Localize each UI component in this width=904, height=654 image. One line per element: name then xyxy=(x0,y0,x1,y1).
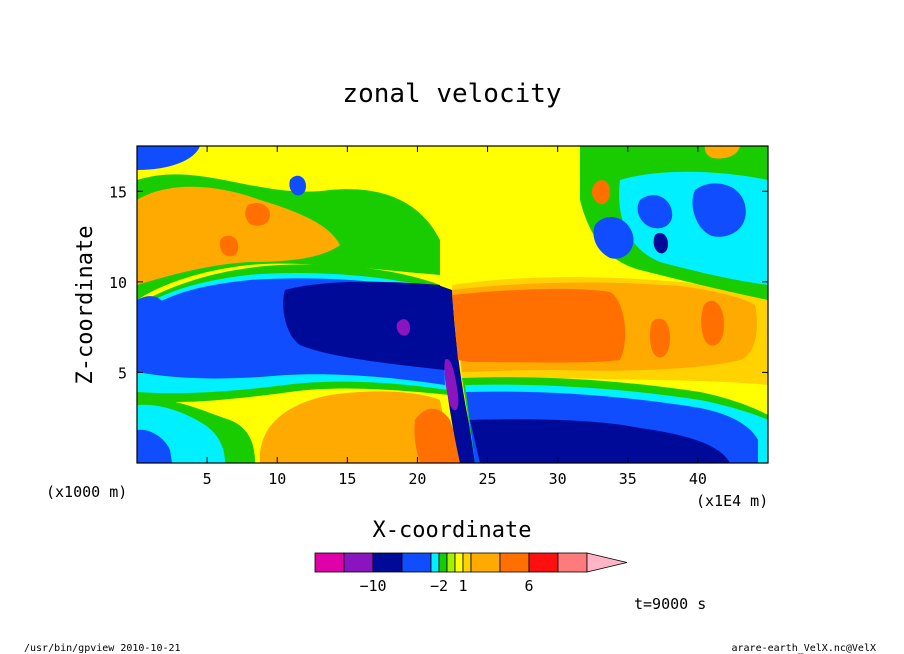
upper-right-blue-cell-3 xyxy=(637,195,673,229)
colorbar-label: −10 xyxy=(359,577,386,595)
lower-right-core xyxy=(470,419,730,463)
colorbar-label: −2 xyxy=(430,577,448,595)
top-blue-spot xyxy=(289,175,306,196)
x-tick-label: 40 xyxy=(689,470,707,488)
colorbar-swatch xyxy=(499,552,530,573)
footer-right-text: arare-earth_VelX.nc@VelX xyxy=(732,643,877,654)
upper-right-orange-top xyxy=(704,146,740,159)
right-orange-cell-2 xyxy=(701,300,724,346)
colorbar-swatch xyxy=(470,552,501,573)
lower-orange-dark-wedge xyxy=(414,408,468,463)
footer-left-text: /usr/bin/gpview 2010-10-21 xyxy=(24,643,181,654)
upper-right-blue-cell-2 xyxy=(692,183,746,237)
colorbar-swatch xyxy=(401,552,432,573)
front-core xyxy=(438,285,478,463)
y-axis-label: Z-coordinate xyxy=(73,226,98,385)
colorbar-swatch xyxy=(528,552,559,573)
colorbar-swatch xyxy=(314,552,345,573)
upper-right-orange-spots xyxy=(591,180,610,205)
x-tick-label: 5 xyxy=(203,470,212,488)
colorbar-swatch xyxy=(430,552,440,573)
mid-level-core xyxy=(283,281,445,370)
lower-left-orange-band xyxy=(259,391,465,463)
upper-left-dark-orange-spot-2 xyxy=(219,235,239,257)
colorbar-swatch xyxy=(454,552,464,573)
colorbar-swatch xyxy=(557,552,588,573)
y-tick-label: 5 xyxy=(118,364,127,382)
colorbar-swatch xyxy=(438,552,448,573)
chart-title: zonal velocity xyxy=(342,79,561,109)
colorbar-swatch xyxy=(446,552,456,573)
y-tick-label: 10 xyxy=(109,274,127,292)
top-left-blue-corner xyxy=(137,146,200,170)
upper-right-core xyxy=(653,232,668,254)
colorbar-swatch xyxy=(343,552,374,573)
upper-left-dark-orange-spot xyxy=(245,203,270,226)
colorbar-swatch xyxy=(372,552,403,573)
right-orange-jet xyxy=(452,288,626,363)
time-label: t=9000 s xyxy=(634,595,706,613)
colorbar: −10 −2 1 6 xyxy=(314,552,628,595)
x-tick-label: 10 xyxy=(268,470,286,488)
x-axis-ticks: 5 10 15 20 25 30 35 40 xyxy=(203,146,707,488)
plot-area xyxy=(137,146,768,463)
y-tick-label: 15 xyxy=(109,183,127,201)
colorbar-swatch xyxy=(462,552,472,573)
colorbar-label: 1 xyxy=(458,577,467,595)
mid-level-purple-spot xyxy=(396,319,410,336)
lower-left-blue-edge xyxy=(137,429,172,463)
x-tick-label: 15 xyxy=(338,470,356,488)
x-axis-units: (x1E4 m) xyxy=(696,492,768,510)
y-axis-units: (x1000 m) xyxy=(46,483,127,501)
right-orange-cell-1 xyxy=(649,318,670,358)
x-tick-label: 30 xyxy=(549,470,567,488)
x-axis-label: X-coordinate xyxy=(373,518,532,543)
upper-right-blue-cells xyxy=(593,216,634,259)
x-tick-label: 35 xyxy=(619,470,637,488)
x-tick-label: 25 xyxy=(479,470,497,488)
y-axis-ticks: 5 10 15 xyxy=(109,183,768,382)
x-tick-label: 20 xyxy=(408,470,426,488)
colorbar-arrow xyxy=(586,552,628,573)
left-blue-cell xyxy=(137,296,170,357)
plot-frame xyxy=(136,145,769,464)
colorbar-label: 6 xyxy=(524,577,533,595)
front-purple xyxy=(444,359,459,411)
upper-left-orange-band xyxy=(137,186,340,285)
